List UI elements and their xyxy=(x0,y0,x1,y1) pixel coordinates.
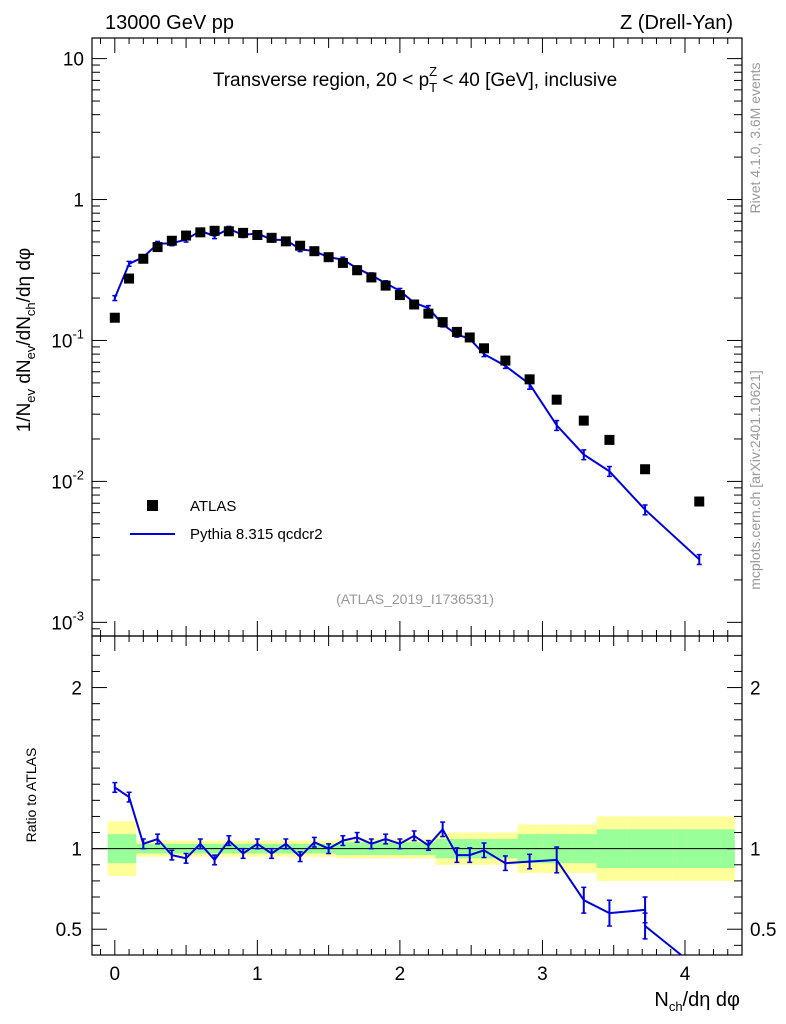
atlas-point xyxy=(195,227,206,238)
atlas-point xyxy=(166,235,177,246)
ratio-panel: 0 1 2 3 4 0.5 0.5 1 1 2 2 xyxy=(56,635,776,985)
header-right: Z (Drell-Yan) xyxy=(620,12,733,34)
legend-pythia-label: Pythia 8.315 qcdcr2 xyxy=(190,526,323,543)
pythia-line xyxy=(113,227,700,561)
title-part-a: Transverse region, 20 < p xyxy=(213,70,429,91)
atlas-point xyxy=(500,355,511,366)
atlas-point xyxy=(252,230,263,241)
legend-atlas-label: ATLAS xyxy=(190,498,236,515)
atlas-point xyxy=(280,236,291,247)
main-panel: 10-3 10-2 10-1 1 10 xyxy=(51,37,743,637)
main-ytick-label: 10-3 xyxy=(51,608,84,634)
title-part-b: < 40 [GeV], inclusive xyxy=(437,70,617,91)
atlas-point xyxy=(323,252,334,263)
atlas-point xyxy=(380,280,391,291)
atlas-point xyxy=(124,273,135,284)
atlas-point xyxy=(238,227,249,238)
atlas-point xyxy=(464,332,475,343)
legend: ATLAS Pythia 8.315 qcdcr2 xyxy=(130,498,323,543)
atlas-point xyxy=(109,312,120,323)
xtick-label: 0 xyxy=(110,964,121,985)
atlas-point xyxy=(604,434,615,445)
atlas-point xyxy=(551,394,562,405)
atlas-point xyxy=(640,464,651,475)
ratio-ytick-label: 0.5 xyxy=(56,920,82,941)
xtick-label: 4 xyxy=(680,964,691,985)
ratio-ytick-label-right: 0.5 xyxy=(750,920,776,941)
legend-atlas-marker xyxy=(147,500,158,511)
main-ytick-label: 1 xyxy=(73,191,84,212)
ratio-frame xyxy=(91,635,743,956)
atlas-point xyxy=(309,246,320,257)
atlas-point xyxy=(352,265,363,276)
atlas-point xyxy=(366,272,377,283)
atlas-point xyxy=(337,257,348,268)
atlas-point xyxy=(694,496,705,507)
analysis-label: (ATLAS_2019_I1736531) xyxy=(336,591,494,607)
atlas-point xyxy=(578,415,589,426)
side-mcplots: mcplots.cern.ch [arXiv:2401.10621] xyxy=(747,370,763,589)
xtick-label: 1 xyxy=(252,964,263,985)
main-ytick-label: 10-2 xyxy=(51,467,84,493)
atlas-point xyxy=(478,343,489,354)
atlas-point xyxy=(423,308,434,319)
atlas-point xyxy=(524,374,535,385)
main-ylabel: 1/Nev dNev/dNch/dη dφ xyxy=(14,248,38,433)
xtick-label: 3 xyxy=(537,964,548,985)
atlas-point xyxy=(152,242,163,253)
ratio-ylabel: Ratio to ATLAS xyxy=(23,748,39,843)
atlas-point xyxy=(138,253,149,264)
atlas-point xyxy=(181,230,192,241)
xtick-label: 2 xyxy=(395,964,406,985)
ratio-ytick-label: 1 xyxy=(71,840,82,861)
atlas-point xyxy=(209,225,220,236)
atlas-point xyxy=(394,290,405,301)
xlabel: Nch/dη dφ xyxy=(654,989,740,1014)
atlas-point xyxy=(451,326,462,337)
main-frame xyxy=(91,37,743,637)
ratio-ytick-label-right: 1 xyxy=(750,840,761,861)
ratio-ytick-label-right: 2 xyxy=(750,679,761,700)
atlas-point xyxy=(295,240,306,251)
side-rivet: Rivet 4.1.0, 3.6M events xyxy=(747,63,763,214)
atlas-point xyxy=(266,232,277,243)
atlas-point xyxy=(223,226,234,237)
main-ytick-label: 10 xyxy=(63,50,84,71)
atlas-point xyxy=(437,317,448,328)
header-left: 13000 GeV pp xyxy=(105,12,234,34)
atlas-point xyxy=(409,299,420,310)
ratio-ytick-label: 2 xyxy=(71,679,82,700)
main-ytick-label: 10-1 xyxy=(51,326,84,352)
title-sub: T xyxy=(429,80,437,95)
plot-title: Transverse region, 20 < pTZ < 40 [GeV], … xyxy=(213,64,617,95)
title-sup: Z xyxy=(429,64,437,79)
